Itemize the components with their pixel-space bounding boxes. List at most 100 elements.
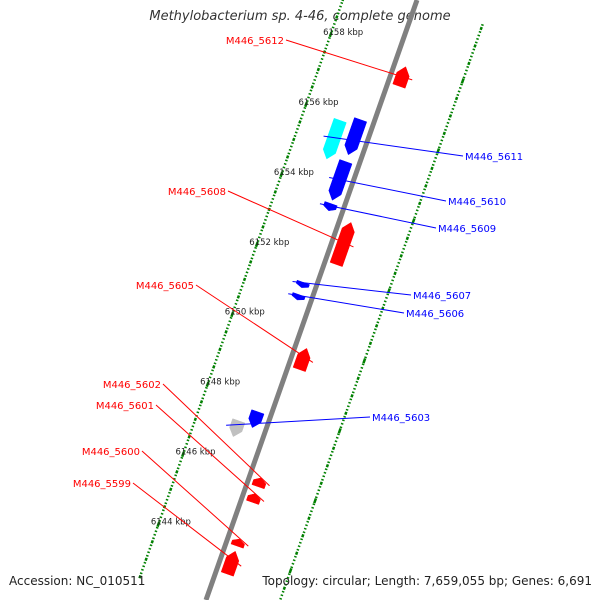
gene-label: M446_5607	[413, 291, 471, 302]
gene-label: M446_5610	[448, 197, 506, 208]
gene-label-leader	[195, 284, 314, 363]
gene-label: M446_5603	[372, 413, 430, 424]
gene-label-leader	[227, 190, 354, 248]
gene-label: M446_5599	[73, 479, 131, 490]
ruler-tick	[224, 330, 228, 334]
gene-label-leader	[292, 281, 412, 296]
ruler-label: 6154 kbp	[274, 168, 314, 178]
ruler-tick	[417, 201, 422, 206]
ruler-tick	[341, 0, 345, 2]
ruler-tick	[242, 277, 247, 282]
ruler-tick	[236, 295, 241, 299]
ruler-tick	[454, 96, 459, 101]
gene-label: M446_5605	[136, 281, 194, 292]
ruler-tick	[331, 446, 336, 451]
gene-label-leader	[132, 482, 242, 567]
gene-arrow	[229, 418, 246, 437]
ruler-tick	[325, 463, 330, 468]
ruler-tick	[368, 341, 373, 346]
ruler-tick	[205, 381, 210, 388]
ruler-label: 6156 kbp	[299, 98, 339, 108]
ruler-label: 6152 kbp	[249, 238, 289, 248]
ruler-tick	[288, 567, 293, 574]
ruler-tick	[393, 271, 397, 276]
ruler-tick	[144, 557, 148, 562]
gene-label: M446_5602	[103, 380, 161, 391]
gene-label-leader	[319, 203, 437, 229]
ruler-tick	[424, 184, 428, 188]
ruler-tick	[279, 171, 284, 178]
ruler-tick	[212, 365, 216, 369]
gene-label-leader	[226, 416, 371, 426]
gene-label-leader	[285, 39, 413, 81]
ruler-label: 6144 kbp	[151, 518, 191, 528]
gene-label-leader	[141, 450, 249, 547]
ruler-tick	[254, 241, 259, 248]
genome-backbone	[203, 0, 420, 600]
map-title: Methylobacterium sp. 4-46, complete geno…	[149, 9, 451, 24]
ruler-tick	[335, 15, 339, 19]
ruler-tick	[285, 155, 290, 159]
ruler-tick	[313, 498, 318, 504]
gene-arrow	[295, 279, 310, 288]
ruler-tick	[181, 451, 186, 458]
ruler-tick	[273, 190, 277, 194]
ruler-tick	[294, 551, 299, 556]
ruler-label: 6148 kbp	[200, 378, 240, 388]
ruler-tick	[473, 44, 477, 48]
ruler-tick	[479, 26, 483, 31]
gene-arrow	[329, 222, 355, 267]
ruler-tick	[328, 31, 333, 38]
ruler-tick	[282, 586, 287, 591]
ruler-tick	[230, 311, 235, 318]
gene-arrow	[246, 493, 261, 505]
accession-label: Accession: NC_010511	[9, 574, 146, 588]
ruler-tick	[350, 393, 354, 398]
ruler-tick	[298, 120, 302, 124]
ruler-tick	[337, 428, 342, 434]
ruler-tick	[442, 131, 446, 136]
ruler-tick	[356, 376, 360, 381]
ruler-tick	[304, 101, 309, 108]
ruler-label: 6146 kbp	[175, 448, 215, 458]
ruler-tick	[175, 469, 179, 474]
gene-label: M446_5609	[438, 224, 496, 235]
ruler-tick	[405, 236, 410, 241]
ruler-tick	[374, 324, 379, 328]
gene-label-leader	[288, 293, 405, 314]
gene-arrow	[251, 477, 267, 490]
gene-arrow	[344, 117, 368, 156]
ruler-tick	[193, 417, 198, 422]
ruler-tick	[301, 533, 305, 538]
gene-label-leader	[323, 135, 464, 157]
gene-arrow	[248, 409, 265, 428]
ruler-label: 6158 kbp	[323, 28, 363, 38]
ruler-tick	[150, 539, 154, 544]
ruler-tick	[448, 114, 453, 118]
ruler-tick	[156, 521, 161, 528]
ruler-label: 6150 kbp	[225, 308, 265, 318]
ruler-tick	[467, 61, 471, 66]
ruler-tick	[399, 254, 403, 258]
ruler-tick	[138, 574, 142, 579]
ruler-tick	[310, 85, 314, 89]
ruler-tick	[249, 260, 253, 264]
tick-layer: 6144 kbp 6146 kbp 6148 kbp 6150 kbp 6152 kbp…	[138, 0, 484, 600]
ruler-tick	[218, 347, 222, 352]
ruler-tick	[460, 78, 465, 84]
gene-arrow	[230, 538, 245, 549]
ruler-tick	[292, 137, 296, 142]
label-layer: M446_5599 M446_5600 M446_5601 M446_5602 M446…	[73, 36, 523, 567]
gene-arrow	[392, 66, 410, 89]
ruler-tick	[430, 166, 434, 171]
ruler-tick	[319, 481, 323, 486]
ruler-tick	[199, 400, 204, 404]
gene-label: M446_5608	[168, 187, 226, 198]
ruler-tick	[187, 435, 191, 439]
ruler-tick	[307, 516, 311, 521]
ruler-tick	[411, 218, 416, 224]
ruler-tick	[362, 358, 367, 364]
ruler-tick	[344, 411, 348, 416]
ruler-tick	[169, 487, 173, 492]
